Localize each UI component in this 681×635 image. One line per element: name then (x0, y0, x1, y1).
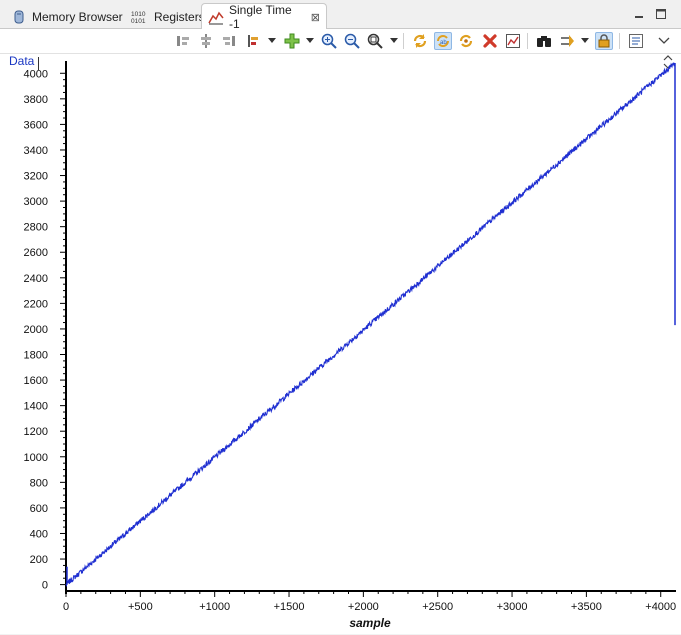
continuous-refresh-icon[interactable]: ab (434, 32, 452, 50)
graph-properties-icon[interactable] (504, 32, 522, 50)
x-tick-label: +3500 (571, 601, 602, 613)
y-tick-label: 2800 (24, 222, 48, 234)
maximize-icon[interactable] (654, 7, 668, 21)
y-tick-label: 1000 (24, 452, 48, 464)
y-tick-label: 3400 (24, 145, 48, 157)
y-tick-label: 3800 (24, 94, 48, 106)
y-tick-label: 2400 (24, 273, 48, 285)
y-tick-label: 1800 (24, 350, 48, 362)
y-tick-label: 400 (30, 528, 48, 540)
graph-panel[interactable]: Data 0 200 400 600 800 1000 1200 1400 1600 1800 20… (0, 53, 681, 634)
y-tick-label: 3000 (24, 196, 48, 208)
y-axis: 0 200 400 600 800 1000 1200 1400 1600 1800 2000 220… (24, 61, 67, 594)
graph-toolbar: ab (0, 29, 681, 53)
series-group (65, 62, 676, 588)
display-properties-icon[interactable] (627, 32, 645, 50)
pin-scale-icon[interactable] (595, 32, 613, 50)
x-tick-label: +2000 (348, 601, 379, 613)
x-tick-label: +1500 (274, 601, 305, 613)
tab-single-time[interactable]: Single Time -1 ⊠ (201, 3, 327, 31)
data-label: Data (9, 54, 35, 68)
x-tick-label: 0 (63, 601, 69, 613)
y-tick-label: 0 (42, 580, 48, 592)
y-tick-label: 1400 (24, 401, 48, 413)
svg-text:1010: 1010 (131, 11, 146, 18)
y-tick-label: 800 (30, 477, 48, 489)
y-tick-label: 3600 (24, 119, 48, 131)
chevron-down-icon[interactable] (268, 38, 276, 43)
svg-text:0101: 0101 (131, 18, 146, 25)
y-tick-label: 600 (30, 503, 48, 515)
tab-label: Registers (154, 9, 205, 24)
y-tick-label: 4000 (24, 68, 48, 80)
align-left-icon[interactable] (174, 32, 192, 50)
close-tab-icon[interactable]: ⊠ (310, 11, 320, 24)
y-tick-label: 2000 (24, 324, 48, 336)
chevron-down-icon[interactable] (390, 38, 398, 43)
align-center-icon[interactable] (197, 32, 215, 50)
add-measurement-icon[interactable] (283, 32, 301, 50)
x-tick-label: +500 (128, 601, 153, 613)
y-tick-label: 3200 (24, 171, 48, 183)
x-tick-label: +3000 (497, 601, 528, 613)
chevron-down-icon[interactable] (306, 38, 314, 43)
memory-icon (11, 9, 27, 25)
export-icon[interactable] (558, 32, 576, 50)
toolbar-separator (403, 33, 404, 49)
svg-text:ab: ab (440, 40, 447, 46)
binoculars-icon[interactable] (535, 32, 553, 50)
remove-icon[interactable] (481, 32, 499, 50)
data-cursor (38, 57, 39, 70)
tab-registers[interactable]: 1010 0101 Registers (124, 3, 212, 29)
toolbar-separator (619, 33, 620, 49)
zoom-out-icon[interactable] (343, 32, 361, 50)
x-axis-label: sample (349, 616, 391, 630)
refresh-all-icon[interactable] (457, 32, 475, 50)
tab-label: Single Time -1 (229, 3, 292, 31)
y-tick-label: 1600 (24, 375, 48, 387)
x-tick-label: +4000 (645, 601, 676, 613)
y-tick-label: 2600 (24, 247, 48, 259)
y-tick-label: 2200 (24, 298, 48, 310)
zoom-in-icon[interactable] (320, 32, 338, 50)
x-tick-label: +2500 (422, 601, 453, 613)
registers-icon: 1010 0101 (131, 9, 149, 25)
series-line (65, 62, 676, 588)
x-axis: 0 +500 +1000 +1500 +2000 +2500 +3000 +3500 +4000 (63, 590, 676, 613)
minimize-icon[interactable] (632, 7, 646, 21)
align-right-icon[interactable] (220, 32, 238, 50)
y-tick-label: 200 (30, 554, 48, 566)
tab-label: Memory Browser (32, 9, 123, 24)
line-chart[interactable]: 0 200 400 600 800 1000 1200 1400 1600 1800 2000 220… (0, 54, 681, 635)
cursor-icon[interactable] (245, 32, 263, 50)
tab-memory-browser[interactable]: Memory Browser (4, 3, 130, 29)
chevron-down-icon[interactable] (581, 38, 589, 43)
zoom-fit-icon[interactable] (366, 32, 384, 50)
refresh-icon[interactable] (411, 32, 429, 50)
x-tick-label: +1000 (199, 601, 230, 613)
toolbar-separator (527, 33, 528, 49)
view-tab-bar: Memory Browser 1010 0101 Registers Single… (0, 0, 681, 31)
view-menu-icon[interactable] (655, 32, 673, 50)
y-tick-label: 1200 (24, 426, 48, 438)
graph-icon (208, 9, 224, 25)
